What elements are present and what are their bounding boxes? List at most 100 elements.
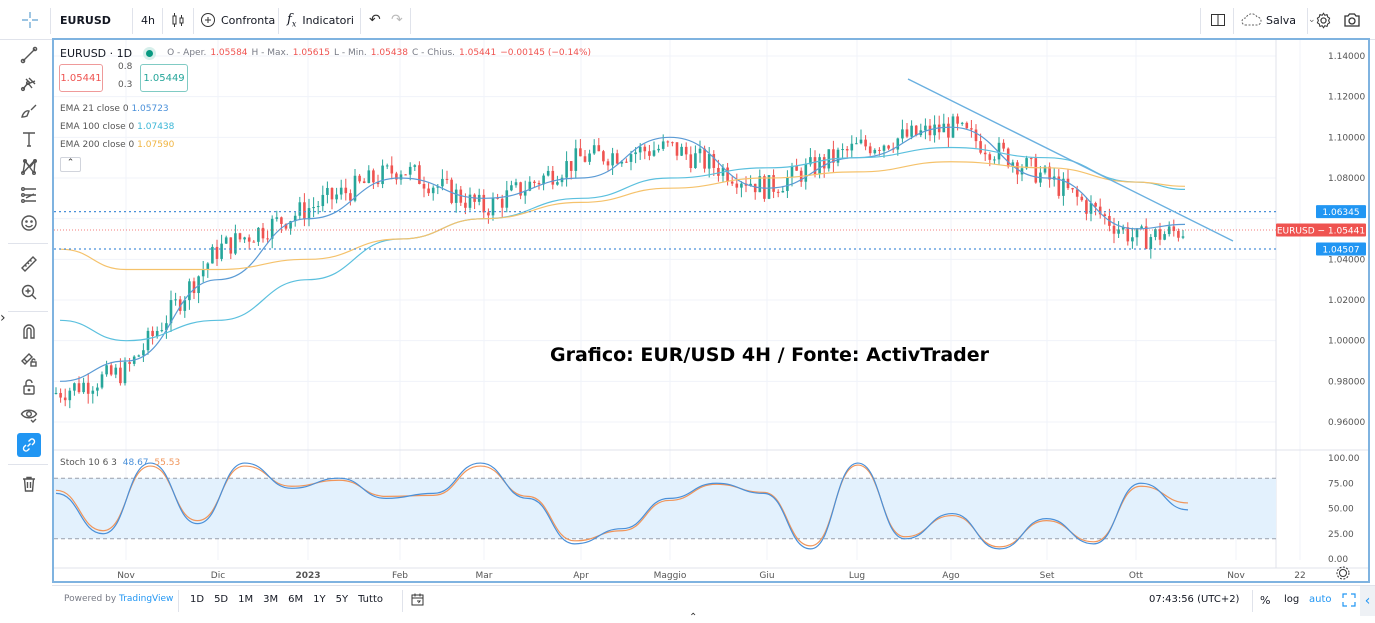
cloud-icon [1241, 13, 1262, 26]
link-icon[interactable] [17, 433, 41, 457]
svg-text:1.04000: 1.04000 [1328, 255, 1365, 265]
change-value: −0.00145 (−0.14%) [500, 48, 592, 58]
drawing-toolbar: › [0, 40, 52, 580]
range-3m[interactable]: 3M [263, 594, 279, 605]
svg-text:25.00: 25.00 [1328, 530, 1354, 540]
market-open-dot [146, 49, 154, 57]
svg-text:Ago: Ago [942, 571, 960, 581]
svg-text:22: 22 [1294, 571, 1305, 581]
crosshair-icon[interactable] [18, 8, 42, 32]
chart-canvas[interactable]: 1.14000 1.12000 1.10000 1.08000 1.04000 1.020… [54, 40, 1368, 583]
save-label: Salva [1266, 13, 1297, 27]
brush-tool-icon[interactable] [17, 99, 41, 123]
chart-caption: Grafico: EUR/USD 4H / Fonte: ActivTrader [550, 344, 990, 366]
range-buttons: 1D 5D 1M 3M 6M 1Y 5Y Tutto [190, 594, 383, 605]
range-6m[interactable]: 6M [288, 594, 304, 605]
range-all[interactable]: Tutto [358, 594, 383, 605]
close-label: C - Chius. [412, 48, 456, 58]
magnet-icon[interactable] [17, 319, 41, 343]
svg-text:EURUSD − 1.05441: EURUSD − 1.05441 [1277, 227, 1365, 237]
low-label: L - Min. [333, 48, 367, 58]
fullscreen-icon[interactable] [1342, 593, 1356, 610]
unlock-icon[interactable] [17, 375, 41, 399]
layout-icon[interactable] [1210, 8, 1226, 32]
text-tool-icon[interactable] [17, 127, 41, 151]
svg-text:2023: 2023 [295, 571, 320, 581]
compare-button[interactable]: Confronta [200, 8, 275, 32]
svg-text:1.12000: 1.12000 [1328, 93, 1365, 103]
range-1m[interactable]: 1M [238, 594, 254, 605]
svg-text:Ott: Ott [1129, 571, 1144, 581]
chevron-down-icon: ⌄ [1308, 15, 1316, 25]
redo-icon[interactable]: ↷ [391, 12, 403, 28]
svg-text:Dic: Dic [211, 571, 225, 581]
settings-gear-icon[interactable] [1315, 8, 1332, 32]
stoch-legend[interactable]: Stoch 10 6 3 48.67 55.53 [60, 458, 181, 468]
top-toolbar: EURUSD 4h Confronta fx Indicatori ↶ ↷ Sa… [0, 0, 1375, 40]
low-value: 1.05438 [370, 48, 409, 58]
svg-text:1.04507: 1.04507 [1322, 246, 1359, 256]
svg-text:75.00: 75.00 [1328, 479, 1354, 489]
legend-ema21[interactable]: EMA 21 close 0 1.05723 [60, 104, 169, 114]
range-5d[interactable]: 5D [214, 594, 229, 605]
prediction-tool-icon[interactable] [17, 183, 41, 207]
buy-price-box[interactable]: 1.05449 [140, 64, 188, 92]
powered-by[interactable]: Powered by TradingView [64, 594, 174, 604]
log-toggle[interactable]: log [1284, 594, 1300, 605]
pattern-tool-icon[interactable] [17, 155, 41, 179]
clock-time[interactable]: 07:43:56 (UTC+2) [1149, 594, 1240, 605]
svg-text:Nov: Nov [1227, 571, 1245, 581]
svg-text:Nov: Nov [117, 571, 135, 581]
svg-text:100.00: 100.00 [1328, 454, 1360, 464]
chart-pane[interactable] [52, 38, 1370, 583]
svg-text:0.00: 0.00 [1328, 555, 1348, 565]
sell-price-box[interactable]: 1.05441 [59, 64, 103, 92]
open-label: O - Aper. [167, 48, 207, 58]
camera-icon[interactable] [1343, 8, 1361, 32]
range-1d[interactable]: 1D [190, 594, 205, 605]
undo-icon[interactable]: ↶ [369, 12, 381, 28]
legend-ema200[interactable]: EMA 200 close 0 1.07590 [60, 140, 175, 150]
svg-text:1.14000: 1.14000 [1328, 52, 1365, 62]
expand-toolbar-chevron-icon[interactable]: › [0, 310, 6, 326]
trendline-tool-icon[interactable] [17, 43, 41, 67]
compare-label: Confronta [221, 13, 276, 27]
goto-date-calendar-icon[interactable] [410, 592, 425, 610]
close-value: 1.05441 [459, 48, 497, 58]
svg-text:Set: Set [1040, 571, 1055, 581]
collapse-legend-button[interactable]: ⌃ [60, 157, 81, 172]
indicators-button[interactable]: fx Indicatori [287, 8, 354, 32]
svg-text:Maggio: Maggio [654, 571, 687, 581]
lock-drawings-icon[interactable] [17, 347, 41, 371]
svg-text:1.06345: 1.06345 [1322, 208, 1359, 218]
svg-text:1.00000: 1.00000 [1328, 337, 1365, 347]
range-1y[interactable]: 1Y [313, 594, 326, 605]
legend-symbol-title: EURUSD · 1D [60, 46, 133, 60]
auto-toggle[interactable]: auto [1309, 594, 1332, 605]
scroll-up-caret-icon[interactable]: ⌃ [689, 612, 698, 623]
ruler-icon[interactable] [17, 252, 41, 276]
legend-ema100[interactable]: EMA 100 close 0 1.07438 [60, 122, 175, 132]
save-button[interactable]: Salva ⌄ [1240, 8, 1316, 32]
range-5y[interactable]: 5Y [335, 594, 349, 605]
percent-toggle[interactable]: % [1260, 594, 1271, 607]
candles-icon[interactable] [170, 8, 186, 32]
svg-text:1.10000: 1.10000 [1328, 133, 1365, 143]
pitchfork-tool-icon[interactable] [17, 71, 41, 95]
open-value: 1.05584 [210, 48, 248, 58]
svg-text:Lug: Lug [849, 571, 865, 581]
svg-text:1.08000: 1.08000 [1328, 174, 1365, 184]
svg-text:50.00: 50.00 [1328, 505, 1354, 515]
symbol-search[interactable]: EURUSD [60, 13, 111, 27]
collapse-panel-chevron-icon[interactable]: ‹ [1360, 586, 1375, 616]
eye-icon[interactable] [17, 403, 41, 427]
svg-text:0.98000: 0.98000 [1328, 377, 1365, 387]
zoom-in-icon[interactable] [17, 280, 41, 304]
svg-text:Feb: Feb [392, 571, 408, 581]
emoji-icon[interactable] [17, 211, 41, 235]
interval-selector[interactable]: 4h [141, 13, 155, 27]
svg-text:Giu: Giu [759, 571, 774, 581]
bottom-toolbar: Powered by TradingView 1D 5D 1M 3M 6M 1Y… [52, 585, 1375, 617]
fx-icon: fx [287, 11, 297, 29]
trash-icon[interactable] [17, 472, 41, 496]
